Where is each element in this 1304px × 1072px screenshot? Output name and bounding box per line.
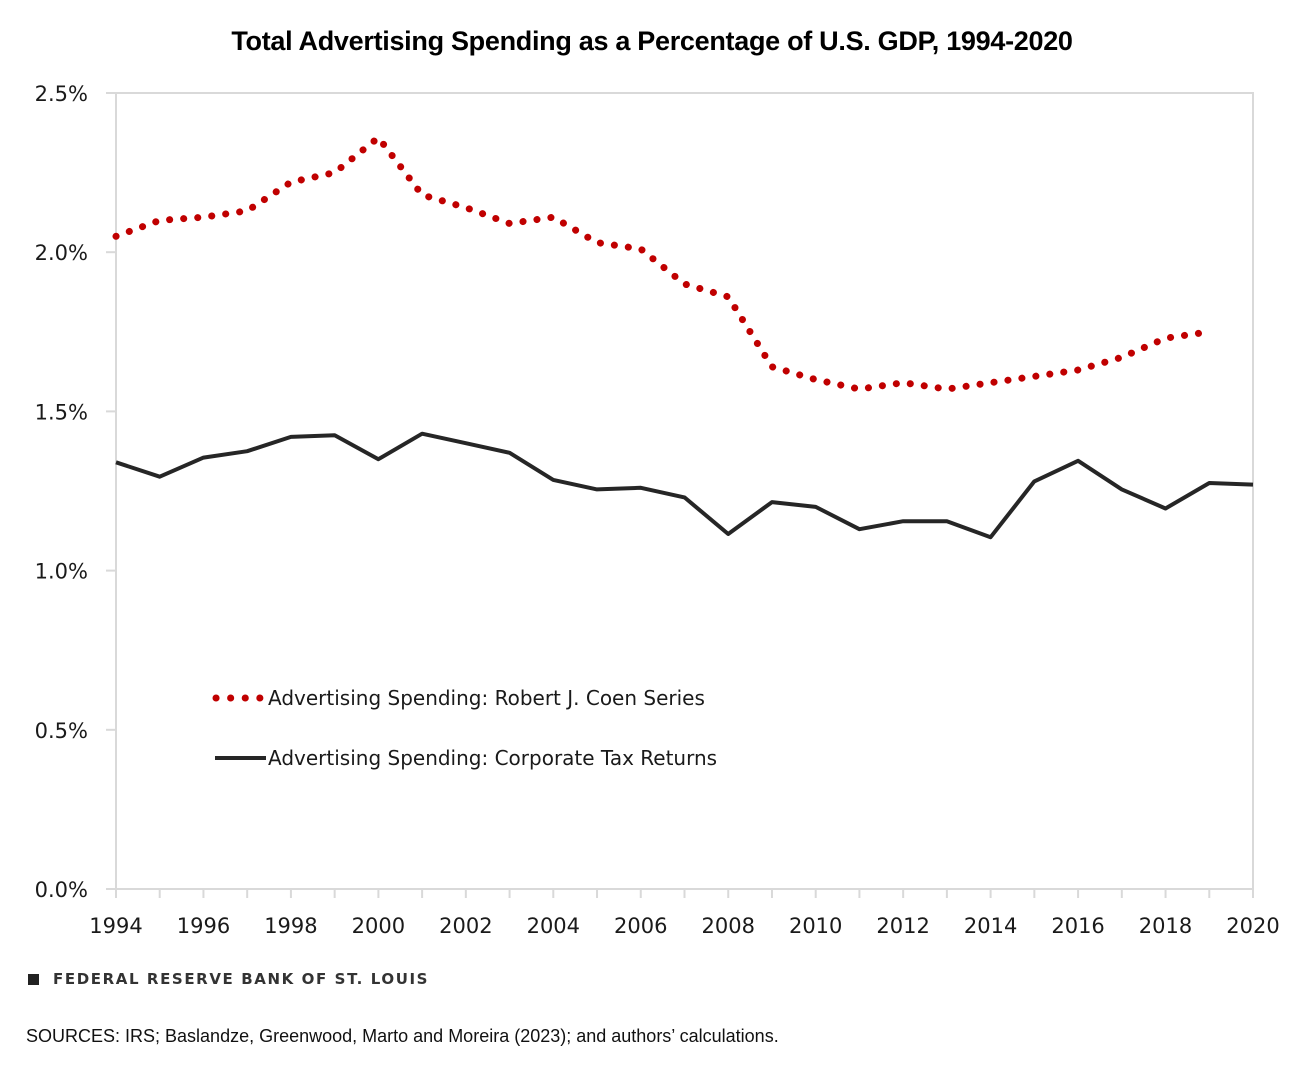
x-tick-label: 2020 bbox=[1226, 914, 1279, 938]
y-tick-label: 0.0% bbox=[35, 878, 88, 902]
y-tick-label: 2.5% bbox=[35, 82, 88, 106]
x-tick-label: 1996 bbox=[177, 914, 230, 938]
series-layer bbox=[112, 134, 1254, 540]
x-tick-label: 2006 bbox=[614, 914, 667, 938]
y-axis: 0.0% 0.5% 1.0% 1.5% 2.0% 2.5% bbox=[35, 82, 116, 902]
x-axis: 1994 1996 1998 2000 2002 2004 2006 2008 2010 2012… bbox=[89, 889, 1280, 938]
sources-note: SOURCES: IRS; Baslandze, Greenwood, Mart… bbox=[26, 1026, 779, 1046]
y-tick-label: 1.0% bbox=[35, 560, 88, 584]
legend: Advertising Spending: Robert J. Coen Ser… bbox=[212, 686, 717, 770]
brand-square-icon bbox=[28, 973, 39, 985]
y-tick-label: 2.0% bbox=[35, 241, 88, 265]
legend-label: Advertising Spending: Corporate Tax Retu… bbox=[268, 746, 717, 770]
brand-label: FEDERAL RESERVE BANK OF ST. LOUIS bbox=[53, 970, 430, 988]
x-tick-label: 2002 bbox=[439, 914, 492, 938]
x-tick-label: 2008 bbox=[702, 914, 755, 938]
line-chart: 0.0% 0.5% 1.0% 1.5% 2.0% 2.5% 1994 1996 1998 200… bbox=[35, 82, 1280, 938]
x-tick-label: 2014 bbox=[964, 914, 1017, 938]
coen-series-line bbox=[112, 134, 1213, 393]
x-tick-label: 2004 bbox=[527, 914, 580, 938]
x-tick-label: 2016 bbox=[1051, 914, 1104, 938]
brand-footer: FEDERAL RESERVE BANK OF ST. LOUIS bbox=[28, 970, 429, 988]
x-tick-label: 2012 bbox=[876, 914, 929, 938]
x-tick-label: 2000 bbox=[352, 914, 405, 938]
x-tick-label: 1998 bbox=[264, 914, 317, 938]
chart-title: Total Advertising Spending as a Percenta… bbox=[231, 26, 1073, 56]
x-tick-label: 2018 bbox=[1139, 914, 1192, 938]
tax-returns-series-line bbox=[115, 431, 1254, 540]
y-tick-label: 0.5% bbox=[35, 719, 88, 743]
y-tick-label: 1.5% bbox=[35, 400, 88, 424]
legend-label: Advertising Spending: Robert J. Coen Ser… bbox=[268, 686, 705, 710]
x-tick-label: 1994 bbox=[89, 914, 142, 938]
x-tick-label: 2010 bbox=[789, 914, 842, 938]
